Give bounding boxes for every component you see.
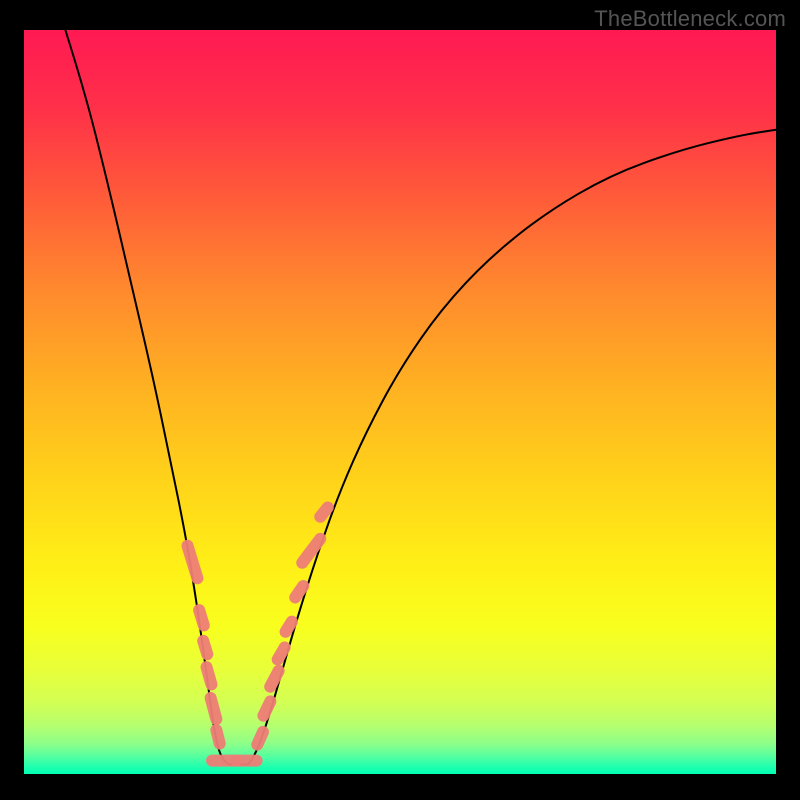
marker-capsule xyxy=(263,701,270,715)
marker-capsule xyxy=(295,586,303,597)
marker-capsule xyxy=(257,732,263,745)
marker-capsule xyxy=(270,671,278,687)
curve-left-line xyxy=(65,30,248,764)
marker-capsule xyxy=(278,647,285,659)
watermark-text: TheBottleneck.com xyxy=(594,6,786,32)
marker-capsule xyxy=(320,507,328,516)
marker-capsule xyxy=(187,546,197,579)
marker-capsule xyxy=(216,730,219,744)
curves-overlay xyxy=(24,30,776,774)
marker-capsule xyxy=(286,622,292,632)
marker-capsule xyxy=(199,610,204,625)
marker-group xyxy=(187,507,327,760)
marker-capsule xyxy=(211,698,217,719)
chart-panel xyxy=(24,30,776,774)
curve-right-line xyxy=(248,130,776,765)
marker-capsule xyxy=(203,641,207,654)
marker-capsule xyxy=(207,667,212,684)
marker-capsule xyxy=(302,539,320,563)
